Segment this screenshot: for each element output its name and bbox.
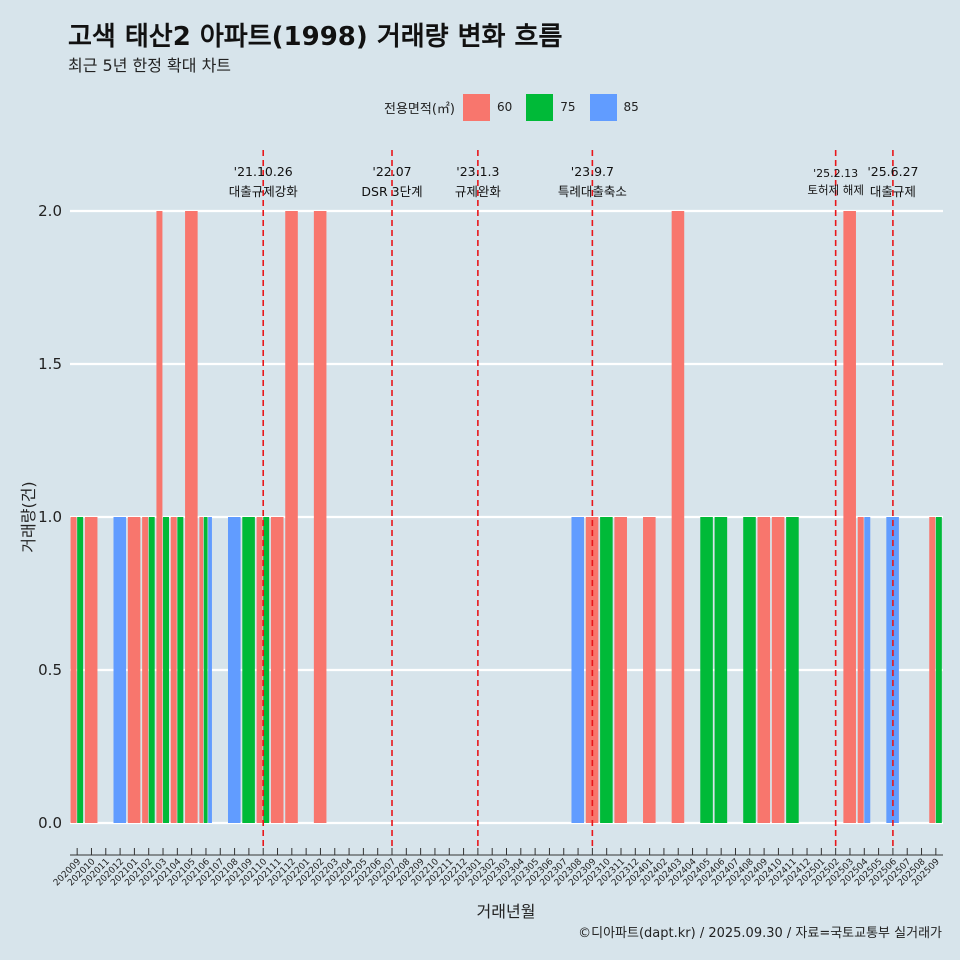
legend-item-85: 85 xyxy=(589,93,639,121)
bar-60-202409 xyxy=(757,517,771,823)
bar-75-202310 xyxy=(600,517,613,823)
event-date: '23.1.3 xyxy=(456,164,499,179)
legend-title: 전용면적(㎡) xyxy=(384,101,455,117)
event-label: 특례대출축소 xyxy=(558,184,627,199)
legend-item-75: 75 xyxy=(526,93,576,121)
event-date: '22.07 xyxy=(372,164,411,179)
y-tick-label: 1.5 xyxy=(38,355,62,373)
event-label: 토허제 해제 xyxy=(807,183,864,197)
event-label: 대출규제강화 xyxy=(229,184,299,199)
bar-75-202509 xyxy=(935,517,942,823)
legend-key-75 xyxy=(526,93,554,121)
y-tick-label: 1.0 xyxy=(38,508,62,526)
bar-60-202104 xyxy=(170,517,177,823)
bar-75-202411 xyxy=(786,517,799,823)
bar-60-202009 xyxy=(70,517,77,823)
bar-75-202109 xyxy=(242,517,255,823)
bar-75-202406 xyxy=(714,517,728,823)
bar-85-202504 xyxy=(864,517,871,823)
event-label: 대출규제 xyxy=(870,184,916,199)
bar-60-202103 xyxy=(156,211,163,823)
y-tick-label: 2.0 xyxy=(38,202,62,220)
y-tick-label: 0.0 xyxy=(38,814,62,832)
legend-label-75: 75 xyxy=(560,100,576,114)
bar-60-202202 xyxy=(313,211,327,823)
chart-title: 고색 태산2 아파트(1998) 거래량 변화 흐름 xyxy=(68,22,563,52)
bar-75-202009 xyxy=(77,517,84,823)
bar-60-202401 xyxy=(643,517,656,823)
x-axis-label: 거래년월 xyxy=(476,902,536,921)
chart-subtitle: 최근 5년 한정 확대 차트 xyxy=(68,56,232,75)
bar-60-202111 xyxy=(270,517,284,823)
bar-60-202311 xyxy=(614,517,627,823)
event-date: '25.2.13 xyxy=(813,167,858,180)
y-tick-label: 0.5 xyxy=(38,661,62,679)
legend-item-60: 60 xyxy=(462,93,513,121)
event-date: '25.6.27 xyxy=(867,164,918,179)
caption: ©디아파트(dapt.kr) / 2025.09.30 / 자료=국토교통부 실… xyxy=(578,926,942,941)
bar-75-202106 xyxy=(203,517,208,823)
bar-60-202410 xyxy=(771,517,785,823)
bar-60-202105 xyxy=(185,211,198,823)
event-date: '21.10.26 xyxy=(234,164,293,179)
bar-75-202408 xyxy=(743,517,756,823)
bar-75-202104 xyxy=(177,517,184,823)
bar-60-202504 xyxy=(857,517,864,823)
bar-75-202405 xyxy=(700,517,713,823)
bar-85-202106 xyxy=(208,517,212,823)
legend-label-60: 60 xyxy=(496,100,513,114)
event-label: 규제완화 xyxy=(455,184,502,199)
bar-85-202012 xyxy=(113,517,127,823)
bar-60-202403 xyxy=(671,211,685,823)
bar-75-202102 xyxy=(148,517,155,823)
legend: 전용면적(㎡) 60 75 85 xyxy=(384,93,653,121)
legend-key-60 xyxy=(462,93,490,121)
bar-60-202112 xyxy=(285,211,298,823)
bar-60-202503 xyxy=(843,211,856,823)
legend-key-85 xyxy=(589,93,617,121)
bar-75-202103 xyxy=(163,517,170,823)
y-axis-label: 거래량(건) xyxy=(19,481,38,553)
bar-60-202010 xyxy=(84,517,98,823)
event-date: '23.9.7 xyxy=(571,164,614,179)
bar-75-202110 xyxy=(263,517,270,823)
event-label: DSR 3단계 xyxy=(361,184,422,199)
bar-60-202110 xyxy=(256,517,263,823)
bar-60-202101 xyxy=(127,517,141,823)
legend-label-85: 85 xyxy=(623,100,639,114)
bar-60-202102 xyxy=(142,517,149,823)
bar-60-202106 xyxy=(199,517,204,823)
bar-60-202509 xyxy=(929,517,936,823)
bar-85-202108 xyxy=(227,517,241,823)
bar-85-202308 xyxy=(571,517,585,823)
